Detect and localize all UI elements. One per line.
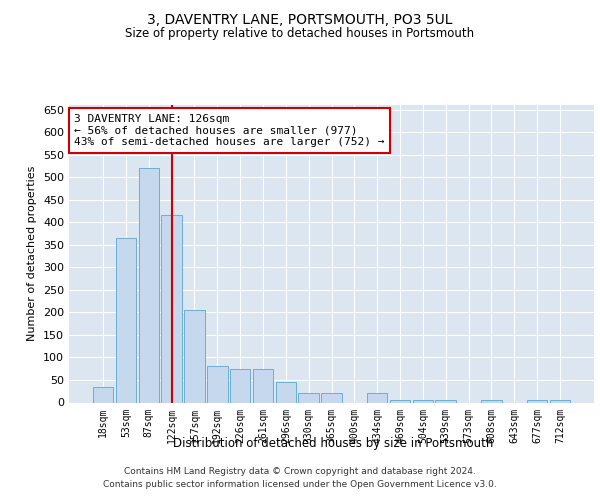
Bar xyxy=(527,400,547,402)
Bar xyxy=(321,394,342,402)
Bar xyxy=(390,400,410,402)
Bar xyxy=(116,238,136,402)
Y-axis label: Number of detached properties: Number of detached properties xyxy=(28,166,37,342)
Bar xyxy=(481,400,502,402)
Bar xyxy=(550,400,570,402)
Bar xyxy=(413,400,433,402)
Text: 3, DAVENTRY LANE, PORTSMOUTH, PO3 5UL: 3, DAVENTRY LANE, PORTSMOUTH, PO3 5UL xyxy=(147,12,453,26)
Bar xyxy=(139,168,159,402)
Bar xyxy=(436,400,456,402)
Bar xyxy=(161,216,182,402)
Bar xyxy=(184,310,205,402)
Text: Contains public sector information licensed under the Open Government Licence v3: Contains public sector information licen… xyxy=(103,480,497,489)
Text: Distribution of detached houses by size in Portsmouth: Distribution of detached houses by size … xyxy=(173,438,493,450)
Bar xyxy=(298,394,319,402)
Text: Size of property relative to detached houses in Portsmouth: Size of property relative to detached ho… xyxy=(125,28,475,40)
Bar xyxy=(253,368,273,402)
Text: 3 DAVENTRY LANE: 126sqm
← 56% of detached houses are smaller (977)
43% of semi-d: 3 DAVENTRY LANE: 126sqm ← 56% of detache… xyxy=(74,114,385,147)
Bar xyxy=(275,382,296,402)
Bar xyxy=(93,386,113,402)
Bar xyxy=(230,368,250,402)
Bar xyxy=(367,394,388,402)
Text: Contains HM Land Registry data © Crown copyright and database right 2024.: Contains HM Land Registry data © Crown c… xyxy=(124,467,476,476)
Bar xyxy=(207,366,227,402)
